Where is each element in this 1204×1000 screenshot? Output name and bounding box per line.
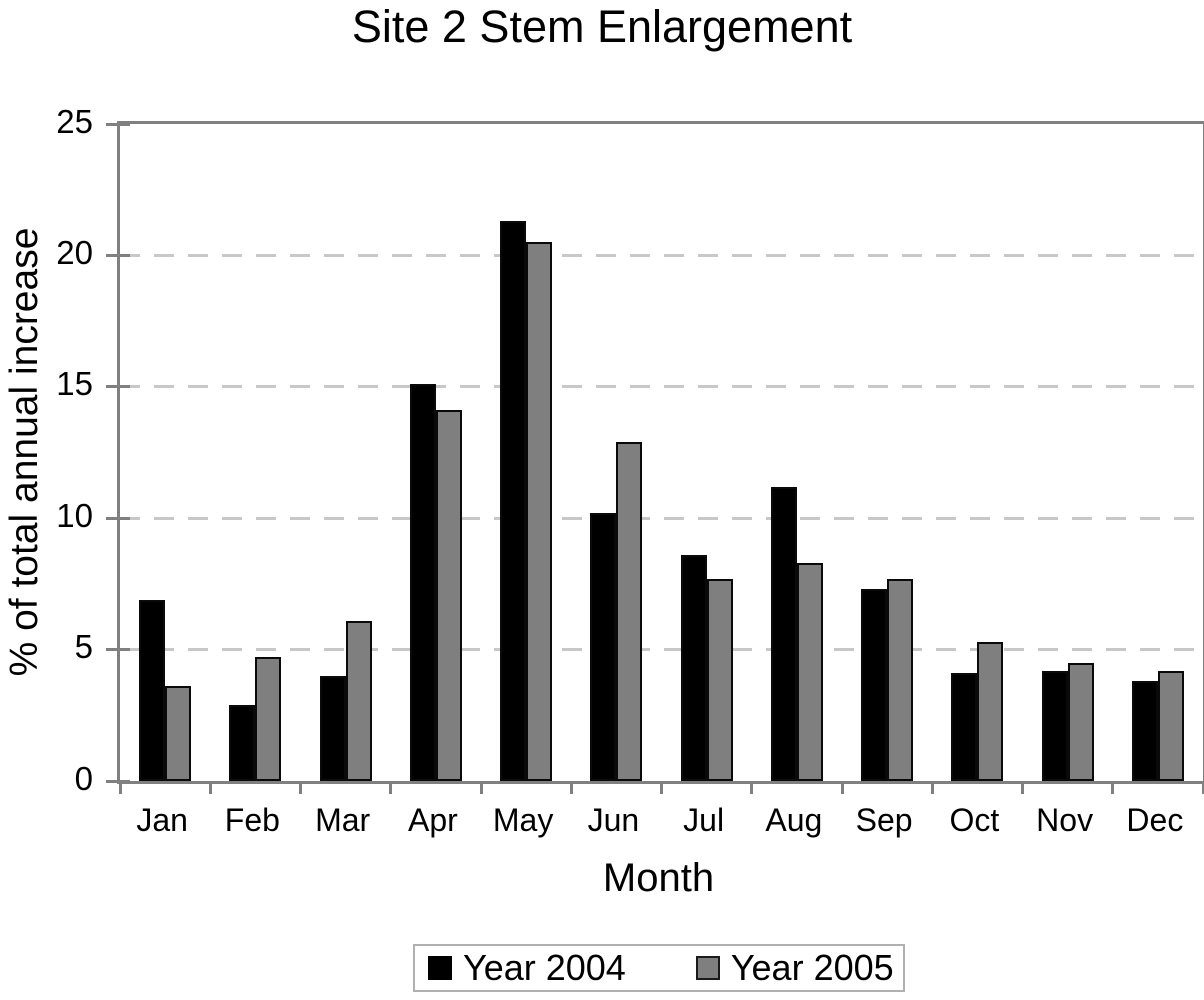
x-tick-mark-4 xyxy=(479,781,483,794)
legend-swatch-year-2004 xyxy=(428,956,452,980)
y-tick-mark-10 xyxy=(106,516,130,520)
y-tick-label-0: 0 xyxy=(74,759,93,797)
x-tick-label-mar: Mar xyxy=(315,802,371,838)
bar-year-2004-sep xyxy=(861,589,888,781)
bar-year-2004-jul xyxy=(680,555,707,781)
bar-year-2004-aug xyxy=(770,486,797,781)
chart-title: Site 2 Stem Enlargement xyxy=(351,1,853,52)
bar-year-2005-nov xyxy=(1067,662,1094,781)
gridline-y15 xyxy=(120,385,1203,389)
x-tick-mark-12 xyxy=(1201,781,1204,794)
x-tick-mark-9 xyxy=(930,781,934,794)
x-axis-title: Month xyxy=(602,856,715,900)
bar-year-2005-jan xyxy=(165,686,192,781)
bar-year-2005-feb xyxy=(255,657,282,781)
x-tick-mark-10 xyxy=(1021,781,1024,794)
x-tick-mark-1 xyxy=(208,781,212,794)
bar-year-2005-aug xyxy=(796,562,823,781)
x-tick-mark-7 xyxy=(750,781,754,794)
y-axis-title: % of total annual increase xyxy=(3,227,46,677)
x-tick-label-nov: Nov xyxy=(1036,802,1094,838)
legend-label-year-2004: Year 2004 xyxy=(463,947,626,988)
legend: Year 2004 Year 2005 xyxy=(413,944,905,992)
legend-swatch-year-2005 xyxy=(695,956,720,980)
bar-year-2004-oct xyxy=(951,673,978,781)
plot-area xyxy=(106,121,1204,794)
gridline-y5 xyxy=(120,648,1203,652)
bar-year-2004-apr xyxy=(409,384,436,781)
x-tick-mark-8 xyxy=(840,781,844,794)
bar-year-2004-nov xyxy=(1041,670,1068,781)
bar-year-2005-oct xyxy=(977,641,1004,781)
x-tick-label-aug: Aug xyxy=(765,802,823,838)
x-tick-label-may: May xyxy=(492,802,554,838)
x-tick-mark-6 xyxy=(660,781,663,794)
bar-year-2005-may xyxy=(526,242,553,781)
bar-year-2004-mar xyxy=(319,675,346,781)
legend-label-year-2005: Year 2005 xyxy=(730,947,894,988)
x-tick-label-jun: Jun xyxy=(587,802,640,838)
bar-year-2004-may xyxy=(500,221,527,781)
y-tick-label-25: 25 xyxy=(56,102,93,140)
x-tick-mark-3 xyxy=(389,781,393,794)
legend-item-year-2005: Year 2005 xyxy=(695,947,894,988)
x-tick-label-oct: Oct xyxy=(949,802,1000,838)
x-tick-mark-11 xyxy=(1111,781,1115,794)
bar-year-2005-sep xyxy=(887,578,914,781)
bar-year-2004-feb xyxy=(229,704,256,781)
x-tick-label-jan: Jan xyxy=(136,802,188,838)
y-tick-label-15: 15 xyxy=(56,365,93,403)
bar-year-2005-apr xyxy=(435,410,462,781)
bar-year-2005-jul xyxy=(706,578,733,781)
x-tick-label-apr: Apr xyxy=(407,802,458,838)
x-tick-label-dec: Dec xyxy=(1126,802,1184,838)
y-tick-label-20: 20 xyxy=(56,233,93,271)
y-tick-label-10: 10 xyxy=(56,496,93,534)
y-tick-mark-0 xyxy=(106,779,130,783)
gridline-y10 xyxy=(120,516,1203,520)
x-tick-mark-0 xyxy=(118,781,122,794)
y-tick-mark-20 xyxy=(106,253,130,257)
bar-year-2004-jun xyxy=(590,512,617,781)
y-tick-mark-5 xyxy=(106,648,130,652)
gridline-y20 xyxy=(120,253,1203,257)
x-tick-label-jul: Jul xyxy=(683,802,725,838)
bar-year-2004-dec xyxy=(1131,681,1158,781)
x-tick-label-feb: Feb xyxy=(224,802,280,838)
bar-year-2005-mar xyxy=(345,620,372,781)
bar-year-2004-jan xyxy=(139,599,166,781)
y-tick-label-5: 5 xyxy=(74,628,93,666)
x-tick-mark-2 xyxy=(299,781,302,794)
y-tick-mark-25 xyxy=(106,122,130,126)
x-tick-label-sep: Sep xyxy=(855,802,913,838)
y-tick-mark-15 xyxy=(106,385,130,389)
bar-year-2005-jun xyxy=(616,442,643,781)
bar-year-2005-dec xyxy=(1157,670,1184,781)
x-tick-mark-5 xyxy=(569,781,573,794)
legend-item-year-2004: Year 2004 xyxy=(428,950,626,986)
